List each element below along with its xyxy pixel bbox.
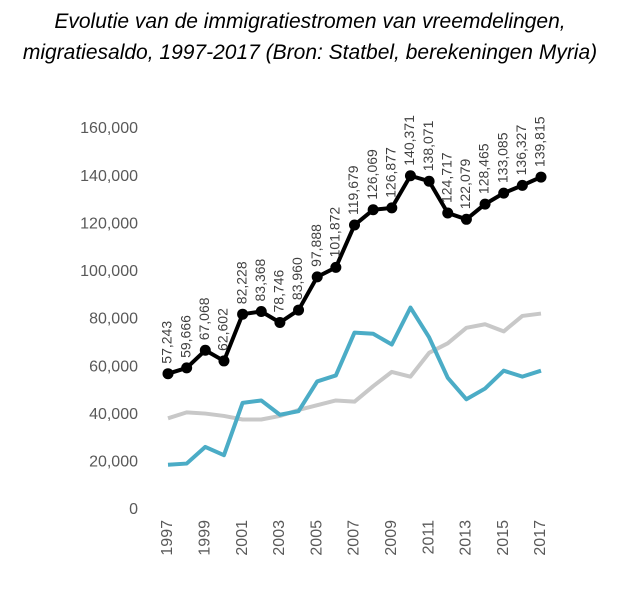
y-tick-label: 60,000 <box>89 358 138 375</box>
marker <box>460 213 472 225</box>
x-tick-label: 2003 <box>271 520 288 556</box>
marker <box>181 362 193 374</box>
x-tick-label: 2011 <box>420 520 437 555</box>
marker <box>516 179 528 191</box>
y-tick-label: 160,000 <box>80 120 138 137</box>
line <box>167 311 542 422</box>
x-tick-label: 2015 <box>495 520 512 556</box>
x-tick-label: 2013 <box>458 520 475 556</box>
x-tick-label: 2009 <box>383 520 400 556</box>
data-label: 136,327 <box>513 125 529 176</box>
data-label: 59,666 <box>177 315 193 358</box>
marker <box>404 170 416 182</box>
marker <box>311 271 323 283</box>
chart-title: Evolutie van de immigratiestromen van vr… <box>22 10 598 64</box>
data-label: 139,815 <box>532 116 548 167</box>
y-tick-label: 0 <box>129 501 138 518</box>
data-label: 78,746 <box>271 269 287 312</box>
data-label: 126,877 <box>383 147 399 198</box>
data-label: 128,465 <box>476 143 492 194</box>
data-label: 62,602 <box>215 308 231 351</box>
data-label: 57,243 <box>159 321 175 364</box>
marker <box>386 202 398 214</box>
marker <box>255 305 267 317</box>
marker <box>442 207 454 219</box>
data-label: 67,068 <box>196 297 212 340</box>
y-tick-label: 40,000 <box>89 406 138 423</box>
marker <box>498 187 510 199</box>
data-label: 122,079 <box>457 158 473 209</box>
data-label: 82,228 <box>233 261 249 304</box>
data-label: 124,717 <box>438 152 454 203</box>
x-tick-label: 2007 <box>346 520 363 556</box>
data-label: 97,888 <box>308 224 324 267</box>
marker <box>218 355 230 367</box>
data-label: 138,071 <box>420 120 436 171</box>
x-tick-label: 1997 <box>159 520 176 556</box>
y-tick-label: 100,000 <box>80 263 138 280</box>
marker <box>330 261 342 273</box>
y-tick-label: 140,000 <box>80 168 138 185</box>
marker <box>479 198 491 210</box>
y-tick-label: 120,000 <box>80 215 138 232</box>
data-label: 101,872 <box>327 207 343 258</box>
x-tick-label: 2005 <box>308 520 325 556</box>
x-tick-label: 1999 <box>197 520 214 556</box>
y-tick-label: 20,000 <box>89 454 138 471</box>
line <box>167 305 542 467</box>
data-label: 83,960 <box>289 257 305 300</box>
data-label: 126,069 <box>364 149 380 200</box>
data-label: 133,085 <box>494 132 510 183</box>
marker <box>199 344 211 356</box>
marker <box>237 308 249 320</box>
y-tick-label: 80,000 <box>89 311 138 328</box>
data-label: 119,679 <box>345 165 361 215</box>
data-label: 83,368 <box>252 258 268 301</box>
marker <box>535 171 547 183</box>
marker <box>293 304 305 316</box>
marker <box>162 368 174 380</box>
x-tick-label: 2001 <box>234 520 251 556</box>
data-label: 140,371 <box>401 115 417 166</box>
marker <box>349 219 360 231</box>
x-tick-label: 2017 <box>532 520 549 556</box>
marker <box>274 316 286 328</box>
marker <box>423 175 435 187</box>
marker <box>367 204 379 216</box>
